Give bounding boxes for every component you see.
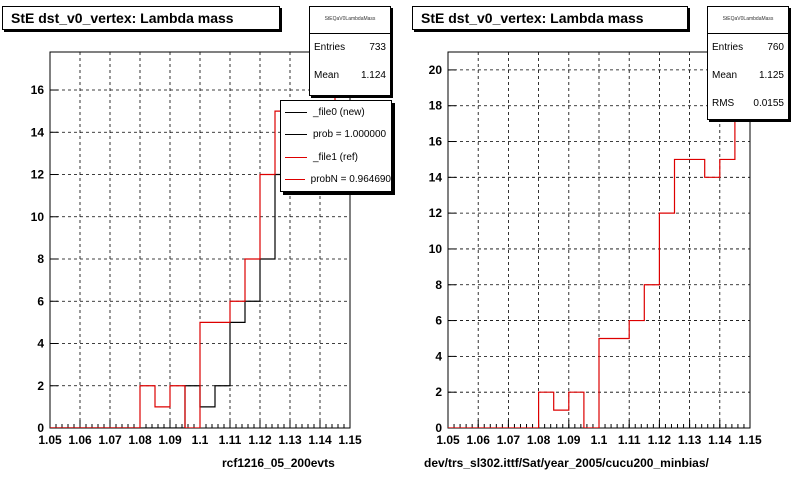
legend-entry-file1: _file1 (ref) (281, 146, 391, 169)
left-x-tick-label: 1.07 (98, 433, 122, 447)
left-x-tick-label: 1.1 (192, 433, 209, 447)
left-x-tick-label: 1.13 (278, 433, 302, 447)
right-x-tick-label: 1.15 (738, 433, 762, 447)
left-y-tick-label: 14 (31, 125, 45, 139)
stats-row-entries: Entries 733 (314, 42, 386, 53)
right-y-tick-label: 6 (435, 314, 442, 328)
left-y-tick-label: 12 (31, 168, 45, 182)
stats-row-mean: Mean 1.125 (712, 70, 784, 81)
left-series-0 (50, 110, 350, 428)
stats-row-entries: Entries 760 (712, 42, 784, 53)
chart-right-stats-box: StEQaV0LambdaMass Entries 760 Mean 1.125 R… (707, 6, 789, 120)
right-x-tick-label: 1.1 (591, 433, 608, 447)
right-x-tick-label: 1.08 (527, 433, 551, 447)
left-y-tick-label: 6 (37, 294, 44, 308)
stats-row-mean: Mean 1.124 (314, 70, 386, 81)
left-x-tick-label: 1.11 (219, 433, 242, 447)
right-y-tick-label: 0 (435, 421, 442, 435)
legend-entry-file0: _file0 (new) (281, 101, 391, 124)
left-x-tick-label: 1.15 (338, 433, 362, 447)
right-x-tick-label: 1.06 (467, 433, 491, 447)
left-x-tick-label: 1.14 (308, 433, 332, 447)
stats-row-rms: RMS 0.0155 (712, 98, 784, 109)
right-y-tick-label: 12 (429, 206, 443, 220)
left-x-tick-label: 1.05 (38, 433, 62, 447)
stats-header: StEQaV0LambdaMass (310, 7, 390, 34)
left-x-tick-label: 1.06 (68, 433, 92, 447)
right-x-tick-label: 1.11 (618, 433, 641, 447)
left-y-tick-label: 0 (37, 421, 44, 435)
right-y-tick-label: 16 (429, 135, 443, 149)
chart-left-footer: rcf1216_05_200evts (222, 456, 335, 470)
right-x-tick-label: 1.05 (436, 433, 460, 447)
right-x-tick-label: 1.13 (678, 433, 702, 447)
stats-header: StEQaV0LambdaMass (708, 7, 788, 34)
left-series-1 (50, 52, 336, 428)
legend-entry-prob: prob = 1.000000 (281, 124, 391, 147)
right-y-tick-label: 2 (435, 385, 442, 399)
right-x-tick-label: 1.12 (648, 433, 672, 447)
right-y-tick-label: 14 (429, 170, 443, 184)
chart-right-title: StE dst_v0_vertex: Lambda mass (412, 6, 688, 30)
right-x-tick-label: 1.14 (708, 433, 732, 447)
left-x-tick-label: 1.12 (248, 433, 272, 447)
left-y-tick-label: 16 (31, 83, 45, 97)
right-x-tick-label: 1.09 (557, 433, 581, 447)
right-y-tick-label: 20 (429, 63, 443, 77)
left-x-tick-label: 1.08 (128, 433, 152, 447)
right-series-0 (448, 69, 750, 428)
chart-left-legend: _file0 (new) prob = 1.000000 _file1 (ref… (280, 100, 392, 192)
left-y-tick-label: 2 (37, 379, 44, 393)
right-y-tick-label: 10 (429, 242, 443, 256)
left-y-tick-label: 4 (37, 337, 44, 351)
right-y-tick-label: 8 (435, 278, 442, 292)
right-y-tick-label: 4 (435, 349, 442, 363)
right-x-tick-label: 1.07 (497, 433, 521, 447)
chart-left-stats-box: StEQaV0LambdaMass Entries 733 Mean 1.124 (309, 6, 391, 96)
left-y-tick-label: 8 (37, 252, 44, 266)
left-x-tick-label: 1.09 (158, 433, 182, 447)
chart-right-footer: dev/trs_sl302.ittf/Sat/year_2005/cucu200… (424, 456, 709, 470)
legend-entry-probn: probN = 0.964690 (281, 169, 391, 192)
left-y-tick-label: 10 (31, 210, 45, 224)
chart-left-title: StE dst_v0_vertex: Lambda mass (2, 6, 280, 30)
right-y-tick-label: 18 (429, 99, 443, 113)
